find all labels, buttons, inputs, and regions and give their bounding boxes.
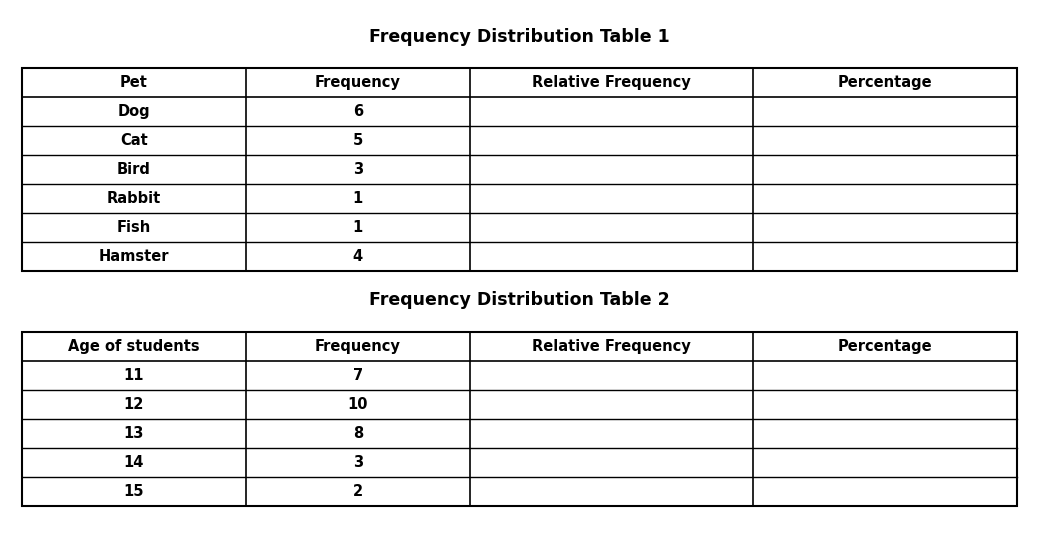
Text: Cat: Cat: [121, 133, 148, 148]
Text: 10: 10: [348, 397, 368, 412]
Text: 11: 11: [124, 368, 144, 383]
Text: Frequency Distribution Table 1: Frequency Distribution Table 1: [369, 28, 670, 46]
Text: 8: 8: [352, 426, 363, 441]
Text: Bird: Bird: [117, 162, 151, 177]
Text: Age of students: Age of students: [69, 339, 199, 354]
Text: 13: 13: [124, 426, 144, 441]
Text: 15: 15: [124, 484, 144, 499]
Text: 3: 3: [353, 455, 363, 470]
Text: Frequency: Frequency: [315, 75, 401, 90]
Text: Relative Frequency: Relative Frequency: [532, 339, 691, 354]
Text: 12: 12: [124, 397, 144, 412]
Text: 5: 5: [352, 133, 363, 148]
Text: Dog: Dog: [117, 104, 151, 119]
Text: Percentage: Percentage: [837, 339, 932, 354]
Text: 1: 1: [352, 191, 363, 206]
Text: Fish: Fish: [116, 220, 151, 235]
Text: Frequency Distribution Table 2: Frequency Distribution Table 2: [369, 291, 670, 309]
Text: 1: 1: [352, 220, 363, 235]
Text: Rabbit: Rabbit: [107, 191, 161, 206]
Text: 3: 3: [353, 162, 363, 177]
Bar: [22, 68, 1017, 271]
Text: Hamster: Hamster: [99, 249, 169, 264]
Text: 7: 7: [353, 368, 363, 383]
Text: Percentage: Percentage: [837, 75, 932, 90]
Text: 14: 14: [124, 455, 144, 470]
Text: Pet: Pet: [119, 75, 148, 90]
Bar: [22, 332, 1017, 506]
Text: 2: 2: [353, 484, 363, 499]
Text: Frequency: Frequency: [315, 339, 401, 354]
Text: 4: 4: [353, 249, 363, 264]
Text: Relative Frequency: Relative Frequency: [532, 75, 691, 90]
Text: 6: 6: [353, 104, 363, 119]
